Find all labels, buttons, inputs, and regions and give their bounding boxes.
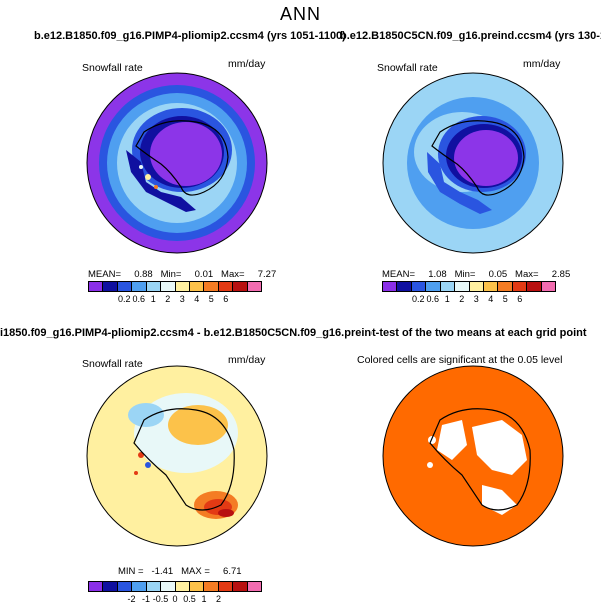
colorbar-tick-label: 0.5 [183, 594, 196, 604]
colorbar-swatch [89, 282, 104, 291]
colorbar-swatch [218, 582, 234, 591]
colorbar-swatch [498, 282, 513, 291]
colorbar-tick-label: 5 [502, 294, 508, 304]
colorbar-tick-label: 0.2 [117, 294, 131, 304]
colorbar-tick-label: 1 [150, 294, 156, 304]
colorbar-swatch [383, 282, 398, 291]
panel4-subtitle: Colored cells are significant at the 0.0… [357, 354, 563, 366]
panel1-title: b.e12.B1850.f09_g16.PIMP4-pliomip2.ccsm4… [34, 30, 346, 42]
colorbar-swatch [218, 282, 234, 291]
colorbar-swatch [161, 582, 176, 591]
colorbar-swatch [175, 282, 190, 291]
colorbar-tick-label: 0.6 [426, 294, 440, 304]
colorbar-tick-label: -2 [127, 594, 136, 604]
colorbar-swatch [233, 582, 248, 591]
panel2-units: mm/day [523, 58, 561, 70]
colorbar-swatch [426, 282, 441, 291]
colorbar-tick-label: 6 [517, 294, 523, 304]
colorbar-swatch [483, 282, 499, 291]
colorbar-swatch [397, 282, 412, 291]
colorbar-swatch [146, 282, 162, 291]
panel1-map [86, 72, 268, 254]
colorbar-tick-label: 2 [215, 594, 222, 604]
main-title: ANN [279, 4, 321, 24]
colorbar-swatch [411, 282, 427, 291]
panel1-stats: MEAN= 0.88 Min= 0.01 Max= 7.27 [88, 269, 277, 280]
panel1-variable: Snowfall rate [82, 62, 143, 74]
colorbar-tick-label: 4 [488, 294, 494, 304]
colorbar-tick-label: 2 [165, 294, 171, 304]
colorbar-swatch [440, 282, 456, 291]
colorbar-tick-label: 1 [201, 594, 207, 604]
colorbar-tick-label: 0 [172, 594, 178, 604]
colorbar-swatch [527, 282, 542, 291]
colorbar-tick-label: 6 [223, 294, 229, 304]
colorbar-tick-label: 3 [473, 294, 479, 304]
colorbar-swatch [117, 582, 133, 591]
colorbar-swatch [469, 282, 484, 291]
colorbar-swatch [117, 282, 133, 291]
colorbar-swatch [204, 582, 219, 591]
panel2-title: b.e12.B1850C5CN.f09_g16.preind.ccsm4 (yr… [340, 30, 601, 42]
colorbar-swatch [512, 282, 528, 291]
colorbar-swatch [455, 282, 470, 291]
colorbar-swatch [103, 582, 118, 591]
colorbar-swatch [247, 582, 262, 591]
colorbar-tick-label: -1 [141, 594, 151, 604]
panel2-variable: Snowfall rate [377, 62, 438, 74]
colorbar-tick-label: 1 [444, 294, 450, 304]
colorbar-swatch [161, 282, 176, 291]
colorbar-tick-label: -0.5 [152, 594, 169, 604]
panel2-stats: MEAN= 1.08 Min= 0.05 Max= 2.85 [382, 269, 571, 280]
panel3-variable: Snowfall rate [82, 358, 143, 370]
colorbar-tick-label: 4 [194, 294, 200, 304]
colorbar-swatch [233, 282, 248, 291]
panel2-map [382, 72, 564, 254]
panel3-map [86, 365, 268, 547]
colorbar-swatch [132, 282, 147, 291]
colorbar-swatch [146, 582, 162, 591]
panel4-map [382, 365, 564, 547]
colorbar-swatch [132, 582, 147, 591]
panel2-colorbar [382, 281, 556, 292]
panel4-title: t-test of the two means at each grid poi… [372, 327, 587, 339]
panel1-colorbar [88, 281, 262, 292]
colorbar-tick-label: 3 [179, 294, 185, 304]
colorbar-swatch [247, 282, 262, 291]
colorbar-swatch [541, 282, 556, 291]
colorbar-swatch [189, 582, 205, 591]
colorbar-swatch [189, 282, 205, 291]
colorbar-swatch [89, 582, 104, 591]
panel3-colorbar [88, 581, 262, 592]
colorbar-tick-label: 2 [459, 294, 465, 304]
colorbar-tick-label: 0.6 [132, 294, 146, 304]
colorbar-tick-label: 5 [208, 294, 214, 304]
panel3-title: i1850.f09_g16.PIMP4-pliomip2.ccsm4 - b.e… [0, 327, 372, 339]
colorbar-swatch [204, 282, 219, 291]
panel3-stats: MIN = -1.41 MAX = 6.71 [118, 566, 242, 577]
panel1-units: mm/day [228, 58, 266, 70]
colorbar-tick-label: 0.2 [411, 294, 425, 304]
colorbar-swatch [175, 582, 190, 591]
panel3-units: mm/day [228, 354, 266, 366]
colorbar-swatch [103, 282, 118, 291]
